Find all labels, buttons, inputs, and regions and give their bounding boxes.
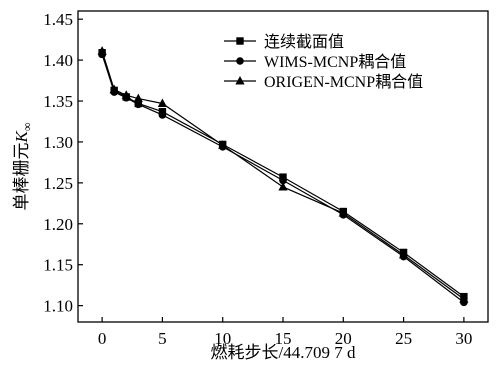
data-point-triangle (338, 208, 348, 217)
y-tick-label: 1.35 (43, 92, 73, 111)
axis-ticks: 0 5 10 15 20 25 30 1.10 1.15 1.20 1.25 1.30 1.35 1.40… (43, 10, 472, 348)
legend-marker-triangle (235, 76, 245, 85)
series-line (101, 54, 465, 303)
y-axis-label-subscript: ∞ (20, 123, 34, 132)
y-axis-label-text: 单棒栅元 (12, 142, 31, 210)
data-point-circle (134, 100, 143, 109)
series-triangle (97, 46, 469, 303)
x-tick-label: 10 (214, 329, 231, 348)
x-tick-label: 25 (395, 329, 412, 348)
legend-marker-square (236, 37, 244, 45)
series-layer (97, 46, 469, 307)
x-tick-label: 15 (275, 329, 292, 348)
legend: 连续截面值 WIMS-MCNP耦合值 ORIGEN-MCNP耦合值 (224, 33, 423, 91)
y-tick-label: 1.45 (43, 10, 73, 29)
series-line (101, 52, 465, 298)
x-tick-label: 20 (335, 329, 352, 348)
data-point-triangle (121, 90, 131, 99)
data-point-triangle (97, 46, 107, 55)
data-point-triangle (278, 181, 288, 191)
legend-marker-circle (236, 57, 244, 65)
y-axis-label-symbol: K (12, 129, 31, 143)
data-point-circle (158, 111, 167, 119)
y-tick-label: 1.10 (43, 297, 73, 316)
data-point-triangle (459, 294, 469, 303)
data-point-triangle (133, 93, 143, 103)
legend-entry: WIMS-MCNP耦合值 (224, 53, 406, 71)
y-tick-label: 1.25 (43, 174, 73, 193)
series-line (101, 50, 465, 300)
x-tick-label: 5 (158, 329, 167, 348)
legend-entry: 连续截面值 (224, 33, 344, 51)
legend-label: 连续截面值 (264, 33, 344, 51)
data-point-triangle (218, 140, 228, 149)
data-point-triangle (157, 98, 168, 107)
data-point-triangle (398, 249, 409, 259)
x-tick-label: 30 (455, 329, 472, 348)
legend-label: WIMS-MCNP耦合值 (264, 53, 406, 71)
legend-entry: ORIGEN-MCNP耦合值 (224, 73, 423, 91)
legend-label: ORIGEN-MCNP耦合值 (264, 73, 423, 91)
data-point-triangle (109, 84, 119, 94)
y-tick-label: 1.40 (43, 51, 73, 70)
x-tick-label: 0 (98, 329, 107, 348)
x-axis-label: 燃耗步长/44.709 7 d (211, 343, 356, 362)
y-tick-label: 1.20 (43, 215, 73, 234)
data-point-circle (279, 176, 287, 185)
y-axis-label: 单棒栅元K∞ (12, 123, 34, 211)
y-tick-label: 1.15 (43, 256, 73, 275)
y-tick-label: 1.30 (43, 133, 73, 152)
